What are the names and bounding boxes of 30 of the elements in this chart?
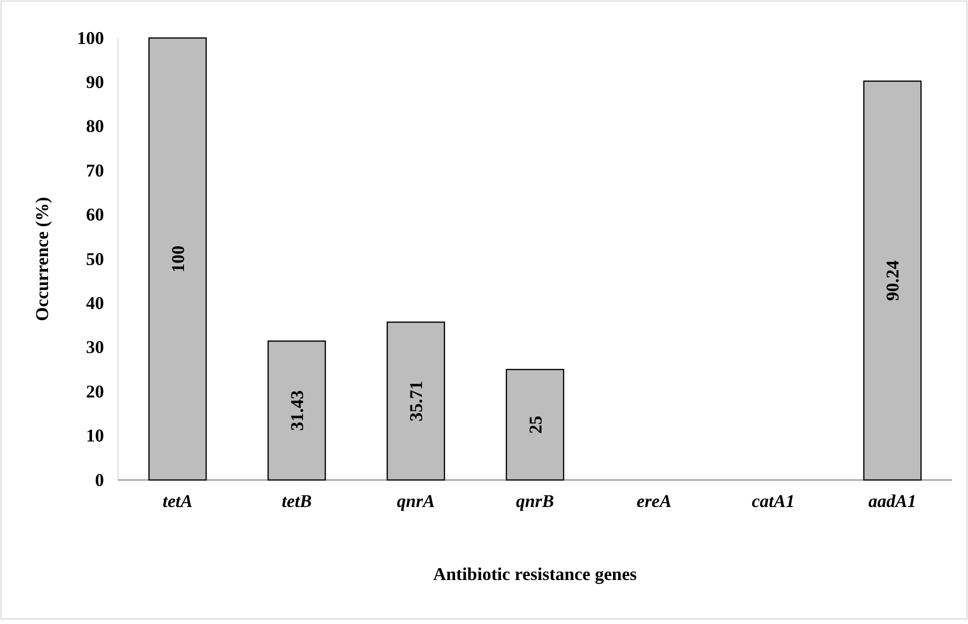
x-tick-label: tetA [162,490,193,511]
y-tick-label: 10 [86,426,104,446]
y-tick-label: 40 [86,292,104,313]
y-tick-label: 100 [77,28,104,48]
x-tick-label: qnrB [516,490,554,511]
data-label: 100 [168,246,188,272]
y-tick-label: 90 [86,72,104,92]
y-tick-label: 70 [86,160,104,180]
data-label: 25 [525,416,546,434]
bar [386,322,446,481]
x-tick-label: catA1 [752,490,795,511]
bar [506,368,564,481]
y-tick-label: 30 [86,337,104,358]
bar [268,340,326,481]
y-tick-label: 80 [86,116,104,136]
data-label: 31.43 [287,390,308,431]
bar [863,80,922,481]
x-tick-label: tetB [282,490,312,511]
x-axis-title: Antibiotic resistance genes [433,564,637,584]
x-tick-label: qnrA [396,490,435,511]
data-label: 90.24 [882,260,903,301]
bar [148,37,207,481]
y-tick-label: 60 [86,204,104,225]
data-label: 35.71 [406,380,426,422]
y-tick-label: 0 [95,470,104,490]
x-tick-label: ereA [636,490,672,511]
x-tick-label: aadA1 [868,490,916,511]
y-tick-label: 50 [86,248,104,269]
y-axis-title: Occurrence (%) [32,196,52,322]
y-tick-label: 20 [86,381,104,402]
